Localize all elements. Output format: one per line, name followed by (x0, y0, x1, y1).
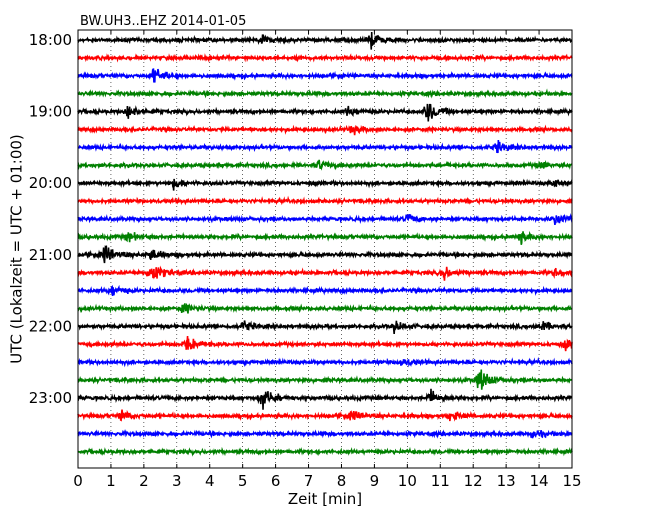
y-tick-label: 20:00 (29, 174, 72, 192)
plot-frame (77, 29, 573, 469)
y-tick-label: 23:00 (29, 389, 72, 407)
x-tick-label: 6 (271, 472, 281, 490)
x-tick-label: 9 (370, 472, 380, 490)
trace-2100 (77, 245, 573, 264)
x-tick-label: 1 (106, 472, 116, 490)
y-axis-label: UTC (Lokalzeit = UTC + 01:00) (7, 134, 25, 364)
trace-1930 (77, 139, 573, 154)
trace-1845 (77, 88, 573, 99)
trace-2300 (77, 388, 573, 410)
trace-2130 (77, 284, 573, 296)
x-tick-label: 10 (398, 472, 417, 490)
trace-2315 (77, 409, 573, 422)
y-tick-label: 19:00 (29, 103, 72, 121)
y-tick-label: 22:00 (29, 317, 72, 335)
x-tick-label: 12 (464, 472, 483, 490)
trace-1945 (77, 159, 573, 171)
x-tick-label: 3 (172, 472, 182, 490)
trace-2230 (77, 356, 573, 368)
trace-1800 (77, 31, 573, 50)
x-tick-label: 8 (337, 472, 347, 490)
x-tick-label: 7 (304, 472, 314, 490)
trace-2245 (77, 369, 573, 390)
trace-2015 (77, 195, 573, 206)
x-tick-label: 4 (205, 472, 215, 490)
trace-2000 (77, 178, 573, 191)
trace-1915 (77, 124, 573, 136)
trace-1830 (77, 68, 573, 83)
trace-2145 (77, 302, 573, 314)
seismogram-traces (77, 31, 573, 457)
trace-2200 (77, 320, 573, 335)
x-tick-label: 2 (139, 472, 149, 490)
trace-2030 (77, 213, 573, 226)
trace-1900 (77, 103, 573, 122)
chart-title: BW.UH3..EHZ 2014-01-05 (80, 14, 246, 29)
trace-1815 (77, 53, 573, 63)
x-tick-label: 5 (238, 472, 248, 490)
trace-2115 (77, 265, 573, 281)
x-tick-label: 14 (530, 472, 549, 490)
trace-2045 (77, 230, 573, 245)
trace-2330 (77, 429, 573, 439)
x-tick-label: 15 (562, 472, 581, 490)
x-tick-label: 13 (497, 472, 516, 490)
x-tick-label: 11 (431, 472, 450, 490)
axes: 0 1 2 3 4 5 6 7 8 9 10 11 12 13 14 1518:0019:0020:0021:… (29, 30, 582, 490)
y-tick-label: 18:00 (29, 31, 72, 49)
y-tick-label: 21:00 (29, 246, 72, 264)
trace-2215 (77, 335, 573, 352)
x-tick-label: 0 (73, 472, 83, 490)
trace-2345 (77, 446, 573, 457)
x-axis-label: Zeit [min] (288, 490, 362, 508)
